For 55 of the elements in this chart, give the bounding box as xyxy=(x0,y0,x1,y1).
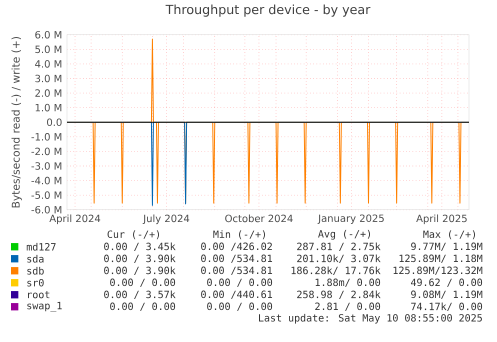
text: 0.00 / 3.45k xyxy=(104,242,176,252)
y-tick-label: -3.0 M xyxy=(31,162,62,170)
y-tick-label: -5.0 M xyxy=(31,191,62,200)
text: Max (-/+) xyxy=(423,230,475,240)
text: Last update: Sat May 10 08:55:00 2025 xyxy=(259,314,482,324)
y-tick-label: -2.0 M xyxy=(31,148,62,156)
text: Min (-/+) xyxy=(213,230,265,240)
y-tick-label: -6.0 M xyxy=(31,206,62,214)
text: 9.77M/ 1.19M xyxy=(411,242,482,252)
text: Cur (-/+) xyxy=(108,230,159,240)
y-axis-title: Bytes/second read (-) / write (+) xyxy=(12,37,22,208)
text: 0.00 / 0.00 xyxy=(207,302,272,312)
y-tick-label: 4.0 M xyxy=(35,60,62,68)
x-tick-label: April 2025 xyxy=(416,214,467,224)
y-tick-label: 2.0 M xyxy=(35,89,62,97)
legend-label: sdb xyxy=(27,267,44,275)
text: 2.81 / 0.00 xyxy=(315,302,380,312)
text: 0.00 / 3.90k xyxy=(104,266,176,276)
text: 0.00 /426.02 xyxy=(201,242,272,252)
y-tick-label: -4.0 M xyxy=(31,176,62,184)
chart-title: Throughput per device - by year xyxy=(166,4,370,17)
y-tick-label: 5.0 M xyxy=(35,46,62,54)
text: 0.00 /534.81 xyxy=(201,254,272,264)
y-tick-label: 1.0 M xyxy=(36,104,62,112)
x-tick-label: April 2024 xyxy=(49,214,100,224)
text: 1.88m/ 0.00 xyxy=(316,278,380,288)
text: 186.28k/ 17.76k xyxy=(292,266,381,276)
text: 201.10k/ 3.07k xyxy=(297,254,381,264)
y-tick-label: 3.0 M xyxy=(35,74,62,82)
legend-label: swap_1 xyxy=(27,302,62,312)
x-tick-label: January 2025 xyxy=(318,214,384,224)
text: 9.08M/ 1.19M xyxy=(411,290,482,300)
legend-label: md127 xyxy=(26,243,56,251)
legend-label: sda xyxy=(27,254,44,263)
legend-label: sr0 xyxy=(27,279,44,287)
x-tick-label: October 2024 xyxy=(225,214,293,222)
text: 0.00 / 0.00 xyxy=(207,278,272,288)
text: 125.89M/ 1.18M xyxy=(400,254,482,264)
text: 49.62 / 0.00 xyxy=(410,278,482,288)
text: 74.17k/ 0.00 xyxy=(411,302,482,312)
text: 125.89M/123.32M xyxy=(394,266,482,276)
text: 0.00 /440.61 xyxy=(201,290,272,300)
y-tick-label: -1.0 M xyxy=(31,133,62,141)
text: 287.81 / 2.75k xyxy=(297,242,381,252)
text: 0.00 /534.81 xyxy=(201,266,272,276)
text: 0.00 / 3.90k xyxy=(104,254,176,264)
text: 0.00 / 3.57k xyxy=(104,290,176,300)
text: 0.00 / 0.00 xyxy=(110,302,176,312)
y-tick-label: 0.0 xyxy=(47,118,62,126)
legend-label: root xyxy=(28,291,50,298)
y-tick-label: 6.0 M xyxy=(35,31,62,39)
text: Avg (-/+) xyxy=(318,230,370,240)
x-tick-label: July 2024 xyxy=(142,214,190,224)
text: 258.98 / 2.84k xyxy=(297,290,381,300)
text: 0.00 / 0.00 xyxy=(110,278,176,288)
